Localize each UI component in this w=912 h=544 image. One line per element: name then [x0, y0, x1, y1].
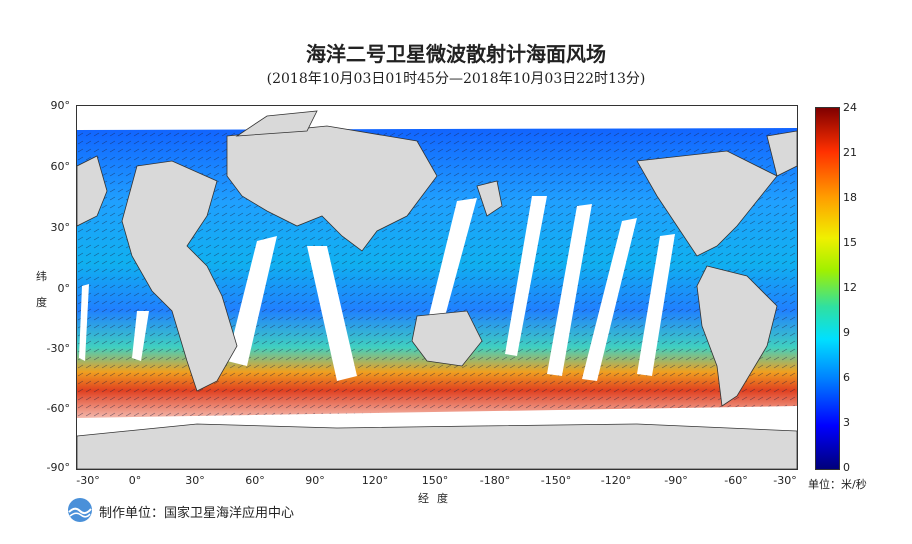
lat-tick: -90°	[46, 461, 70, 474]
producer-label: 制作单位：国家卫星海洋应用中心	[99, 506, 295, 521]
lon-tick: 150°	[421, 474, 449, 487]
colorbar-tick: 9	[843, 326, 850, 339]
lat-tick: 30°	[50, 221, 71, 234]
wind-field-map	[76, 105, 798, 470]
lon-tick: 30°	[185, 474, 205, 487]
colorbar-tick: 21	[843, 146, 857, 159]
colorbar-tick: 24	[843, 101, 857, 114]
lat-tick: 60°	[50, 160, 71, 173]
colorbar-tick: 12	[843, 281, 857, 294]
y-axis-title: 纬	[36, 270, 47, 283]
lon-tick: -90°	[664, 474, 688, 487]
lat-tick: -60°	[46, 402, 70, 415]
lat-tick: 0°	[57, 282, 71, 295]
colorbar-tick: 15	[843, 236, 857, 249]
lon-tick: -30°	[773, 474, 797, 487]
y-axis-title: 度	[36, 296, 47, 309]
lon-tick: 0°	[128, 474, 142, 487]
lon-tick: -150°	[540, 474, 572, 487]
nsoas-logo-icon	[68, 498, 92, 522]
continents	[77, 110, 797, 469]
colorbar-tick: 0	[843, 461, 850, 474]
lon-tick: 120°	[361, 474, 389, 487]
lon-tick: -60°	[724, 474, 748, 487]
lon-tick: -180°	[479, 474, 511, 487]
colorbar-tick: 18	[843, 191, 857, 204]
lon-tick: -120°	[600, 474, 632, 487]
map-title: 海洋二号卫星微波散射计海面风场	[306, 42, 606, 66]
colorbar	[815, 107, 840, 470]
lon-tick: 60°	[245, 474, 265, 487]
colorbar-tick: 3	[843, 416, 850, 429]
x-axis-title: 经度	[418, 492, 456, 505]
lon-tick: -30°	[76, 474, 100, 487]
lon-tick: 90°	[305, 474, 325, 487]
colorbar-tick: 6	[843, 371, 850, 384]
lat-tick: 90°	[50, 99, 71, 112]
colorbar-unit: 单位：米/秒	[808, 478, 867, 491]
map-subtitle: (2018年10月03日01时45分—2018年10月03日22时13分)	[266, 71, 646, 87]
lat-tick: -30°	[46, 342, 70, 355]
